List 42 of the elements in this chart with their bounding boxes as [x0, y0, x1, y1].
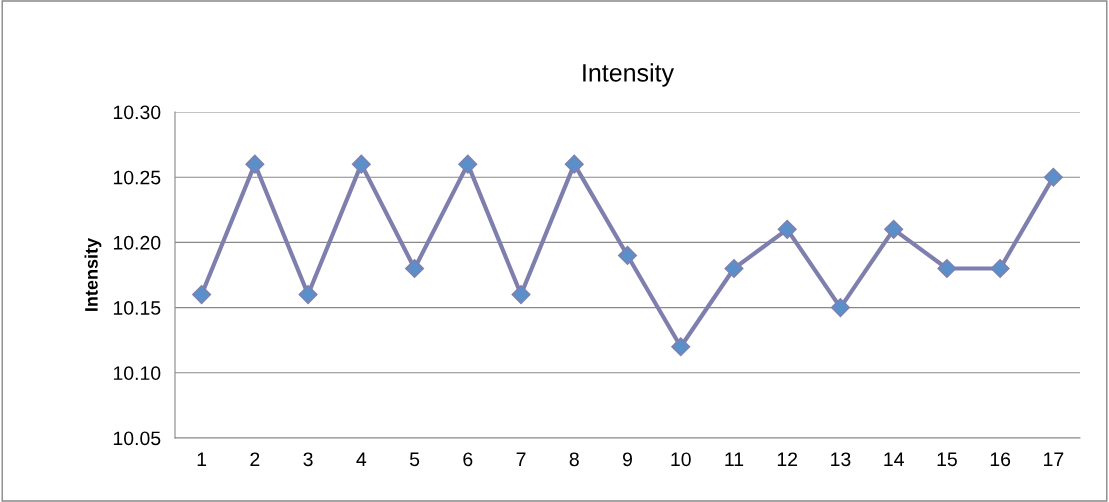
x-tick-label: 17	[1044, 452, 1064, 466]
y-tick-label: 10.10	[113, 366, 161, 381]
y-tick-label: 10.05	[113, 431, 161, 446]
point	[511, 285, 531, 305]
x-tick-label: 9	[623, 452, 632, 467]
point	[724, 258, 744, 279]
point	[937, 258, 957, 279]
point	[884, 219, 904, 239]
point	[990, 258, 1010, 279]
point	[405, 258, 425, 279]
x-tick-label: 16	[990, 452, 1011, 467]
x-tick-label: 3	[303, 452, 313, 467]
x-tick-label: 7	[516, 452, 526, 466]
chart-title: Intensity	[583, 63, 675, 87]
x-tick-label: 6	[463, 452, 473, 467]
x-tick-label: 15	[937, 452, 957, 467]
x-tick-label: 11	[725, 452, 744, 466]
y-tick-label: 10.15	[113, 301, 161, 315]
point	[564, 154, 584, 174]
point	[777, 219, 797, 239]
x-tick-label: 12	[777, 452, 798, 466]
point	[192, 285, 212, 305]
point	[298, 285, 318, 305]
y-tick-label: 10.25	[113, 170, 161, 185]
x-tick-label: 8	[569, 452, 579, 467]
point	[830, 298, 850, 318]
x-tick-label: 1	[197, 452, 207, 466]
point	[458, 154, 478, 174]
point	[671, 337, 691, 357]
x-tick-label: 14	[884, 452, 904, 466]
x-tick-label: 10	[671, 452, 691, 467]
x-tick-label: 5	[409, 452, 420, 467]
point	[1043, 167, 1063, 187]
y-tick-label: 10.20	[113, 235, 161, 250]
x-tick-label: 2	[250, 452, 260, 466]
y-axis-title: Intensity	[84, 237, 102, 311]
point	[351, 154, 371, 174]
x-tick-label: 4	[356, 452, 367, 466]
point	[617, 245, 638, 265]
y-tick-label: 10.30	[113, 105, 161, 120]
point	[245, 154, 265, 174]
x-tick-label: 13	[831, 452, 851, 467]
